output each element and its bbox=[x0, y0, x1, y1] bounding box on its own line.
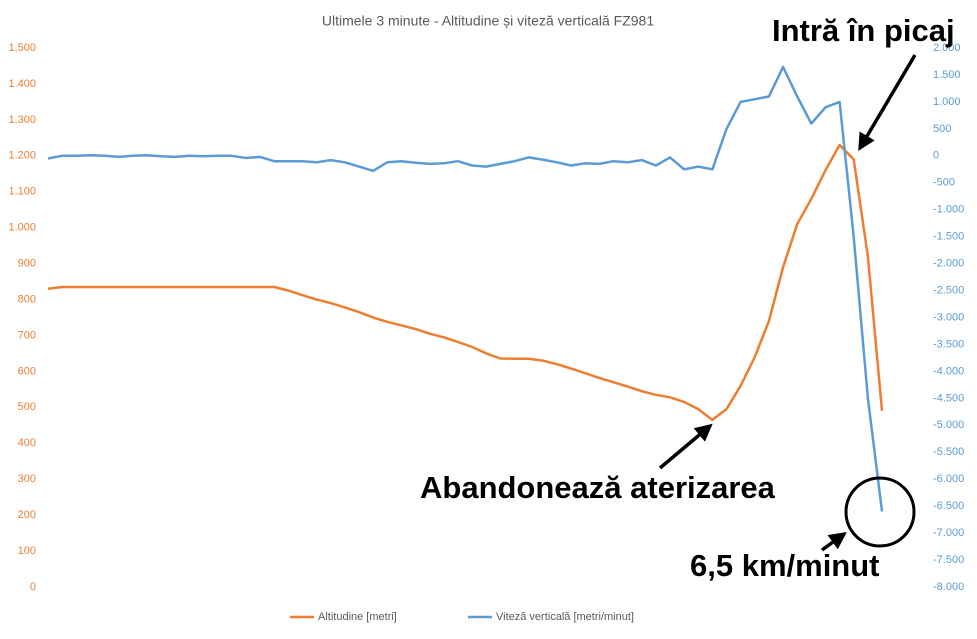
annotation: Abandonează aterizarea bbox=[420, 470, 776, 505]
y-tick-label: 700 bbox=[18, 329, 36, 341]
y-tick-label: 1.400 bbox=[8, 78, 36, 90]
y2-tick-label: 2.000 bbox=[933, 42, 961, 54]
y-tick-label: 100 bbox=[18, 545, 36, 557]
y2-tick-label: -8.000 bbox=[933, 581, 964, 593]
y2-tick-label: 0 bbox=[933, 150, 939, 162]
y2-tick-label: -2.000 bbox=[933, 258, 964, 270]
y-tick-label: 500 bbox=[18, 401, 36, 413]
y-tick-label: 0 bbox=[30, 581, 36, 593]
y2-tick-label: 1.500 bbox=[933, 69, 961, 81]
y-tick-label: 800 bbox=[18, 293, 36, 305]
y2-tick-label: -1.500 bbox=[933, 231, 964, 243]
y2-tick-label: -7.000 bbox=[933, 527, 964, 539]
y2-tick-label: 1.000 bbox=[933, 96, 961, 108]
legend-label: Viteză verticală [metri/minut] bbox=[496, 611, 634, 623]
arrow bbox=[658, 423, 713, 470]
y-tick-label: 1.200 bbox=[8, 150, 36, 162]
y-tick-label: 1.300 bbox=[8, 114, 36, 126]
arrow bbox=[820, 531, 847, 552]
y2-tick-label: -3.500 bbox=[933, 338, 964, 350]
y-tick-label: 1.500 bbox=[8, 42, 36, 54]
y-tick-label: 900 bbox=[18, 258, 36, 270]
y2-tick-label: -6.500 bbox=[933, 500, 964, 512]
y2-tick-label: 500 bbox=[933, 123, 951, 135]
y-tick-label: 600 bbox=[18, 365, 36, 377]
y-tick-label: 1.100 bbox=[8, 186, 36, 198]
y2-tick-label: -5.000 bbox=[933, 419, 964, 431]
y-tick-label: 1.000 bbox=[8, 222, 36, 234]
series-line bbox=[47, 143, 884, 422]
y2-tick-label: -7.500 bbox=[933, 554, 964, 566]
legend-label: Altitudine [metri] bbox=[318, 611, 397, 623]
y2-tick-label: -4.000 bbox=[933, 365, 964, 377]
chart-title: Ultimele 3 minute - Altitudine și viteză… bbox=[322, 13, 654, 29]
y-tick-label: 400 bbox=[18, 437, 36, 449]
y2-tick-label: -5.500 bbox=[933, 446, 964, 458]
y2-tick-label: -6.000 bbox=[933, 473, 964, 485]
highlight-circle bbox=[844, 476, 916, 548]
annotation: Intră în picaj bbox=[772, 13, 955, 48]
y2-tick-label: -4.500 bbox=[933, 392, 964, 404]
y-tick-label: 200 bbox=[18, 509, 36, 521]
arrow bbox=[858, 54, 917, 152]
y2-tick-label: -3.000 bbox=[933, 311, 964, 323]
y2-tick-label: -1.000 bbox=[933, 204, 964, 216]
series-line bbox=[47, 65, 884, 512]
annotation: 6,5 km/minut bbox=[690, 548, 880, 583]
y2-tick-label: -500 bbox=[933, 177, 955, 189]
y-tick-label: 300 bbox=[18, 473, 36, 485]
y2-tick-label: -2.500 bbox=[933, 284, 964, 296]
